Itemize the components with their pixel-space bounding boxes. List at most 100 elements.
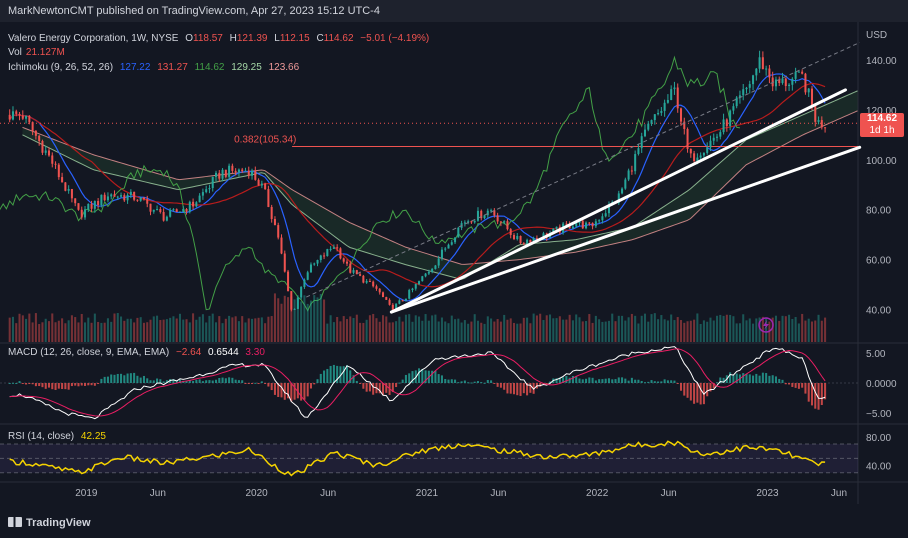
macd-histogram-bar [732, 375, 735, 383]
volume-bar [44, 318, 47, 342]
candle-body [352, 270, 355, 273]
trendlines[interactable] [306, 42, 862, 314]
candle [332, 244, 335, 249]
macd-histogram-bar [774, 376, 777, 383]
candle [748, 80, 751, 94]
volume-bar [323, 299, 326, 342]
macd-histogram-bar [673, 380, 676, 383]
volume-bar [804, 320, 807, 342]
macd-histogram-bar [558, 377, 561, 383]
candle [15, 109, 18, 117]
candle [788, 83, 791, 91]
macd-histogram-bar [814, 383, 817, 409]
candle-body [208, 188, 211, 190]
candle [185, 208, 188, 215]
macd-histogram-bar [719, 377, 722, 383]
volume-bar [362, 322, 365, 342]
candle-body [473, 220, 476, 223]
macd-histogram-bar [503, 383, 506, 390]
candle-body [120, 195, 123, 197]
candle [365, 279, 368, 284]
candle-body [404, 298, 407, 301]
brand-name: TradingView [26, 517, 91, 529]
candle-body [293, 308, 296, 310]
macd-histogram-bar [192, 381, 195, 383]
macd-histogram-bar [378, 383, 381, 394]
macd-histogram-bar [614, 379, 617, 383]
macd-histogram-bar [660, 381, 663, 383]
macd-histogram-bar [424, 370, 427, 383]
volume-bar [594, 315, 597, 342]
volume-bar [205, 322, 208, 342]
cloud-fill [22, 90, 858, 280]
macd-histogram-bar [18, 381, 21, 383]
candle-body [421, 276, 424, 282]
volume-bar [47, 321, 51, 342]
candle [175, 208, 178, 213]
candle-body [745, 87, 748, 90]
candle [401, 299, 404, 302]
candle-body [221, 169, 224, 179]
candle [136, 199, 139, 202]
candle-body [201, 192, 204, 196]
candle [51, 152, 54, 168]
candle-body [824, 127, 827, 129]
candle [807, 87, 810, 97]
macd-histogram-bar [221, 377, 224, 383]
candle-body [666, 100, 669, 103]
volume-bar [162, 319, 165, 342]
candle [251, 168, 254, 180]
volume-bar [234, 316, 237, 342]
macd-histogram-bar [142, 375, 145, 383]
volume-bar [146, 322, 149, 342]
macd-histogram-bar [214, 379, 218, 383]
macd-histogram-bar [431, 370, 434, 383]
tradingview-logo[interactable]: TradingView [8, 517, 91, 529]
candle [214, 170, 218, 182]
footer: TradingView [0, 512, 908, 538]
candle [506, 218, 509, 231]
candle [630, 165, 633, 175]
volume-bar [70, 315, 73, 342]
candle [316, 259, 319, 267]
macd-histogram-bar [565, 376, 568, 383]
macd-histogram-bar [716, 382, 719, 384]
macd-histogram-bar [758, 375, 761, 383]
volume-bar [385, 316, 388, 342]
candle [257, 178, 260, 186]
ohlc-values: O118.57 H121.39 L112.15 C114.62 −5.01 (−… [185, 33, 433, 44]
macd-histogram-bar [133, 372, 136, 383]
candle-body [493, 210, 496, 216]
volume-bar [679, 320, 683, 342]
candle-body [8, 114, 11, 120]
candle-body [280, 237, 283, 254]
candle [418, 280, 421, 286]
macd-histogram-bar [539, 383, 542, 387]
volume-bar [254, 318, 257, 342]
candle-body [106, 196, 109, 201]
candle [303, 278, 306, 289]
publisher-line: MarkNewtonCMT published on TradingView.c… [8, 5, 380, 17]
last-price-tag: 114.62 1d 1h [860, 113, 904, 137]
macd-histogram-bar [516, 383, 519, 396]
macd-histogram-bar [607, 378, 610, 383]
candle [683, 117, 686, 135]
chart-svg[interactable]: 0.382(105.34) USD 140.00 120.00 100.00 80.00… [0, 22, 908, 512]
macd-histogram-bar [683, 383, 686, 396]
candle [106, 192, 109, 203]
volume-bar [31, 322, 34, 342]
volume-bar [93, 313, 96, 342]
macd-histogram-bar [372, 383, 375, 395]
volume-bar [221, 323, 224, 342]
candle [493, 208, 496, 218]
volume-bar [129, 318, 132, 342]
volume-bar [188, 322, 191, 342]
candle-body [653, 114, 656, 121]
candle [237, 168, 240, 177]
macd-histogram-bar [434, 370, 437, 383]
volume-bar [640, 315, 643, 342]
macd-histogram-bar [277, 383, 280, 398]
volume-bar [686, 321, 689, 342]
volume-bar [224, 318, 227, 342]
macd-histogram-bar [437, 374, 440, 383]
